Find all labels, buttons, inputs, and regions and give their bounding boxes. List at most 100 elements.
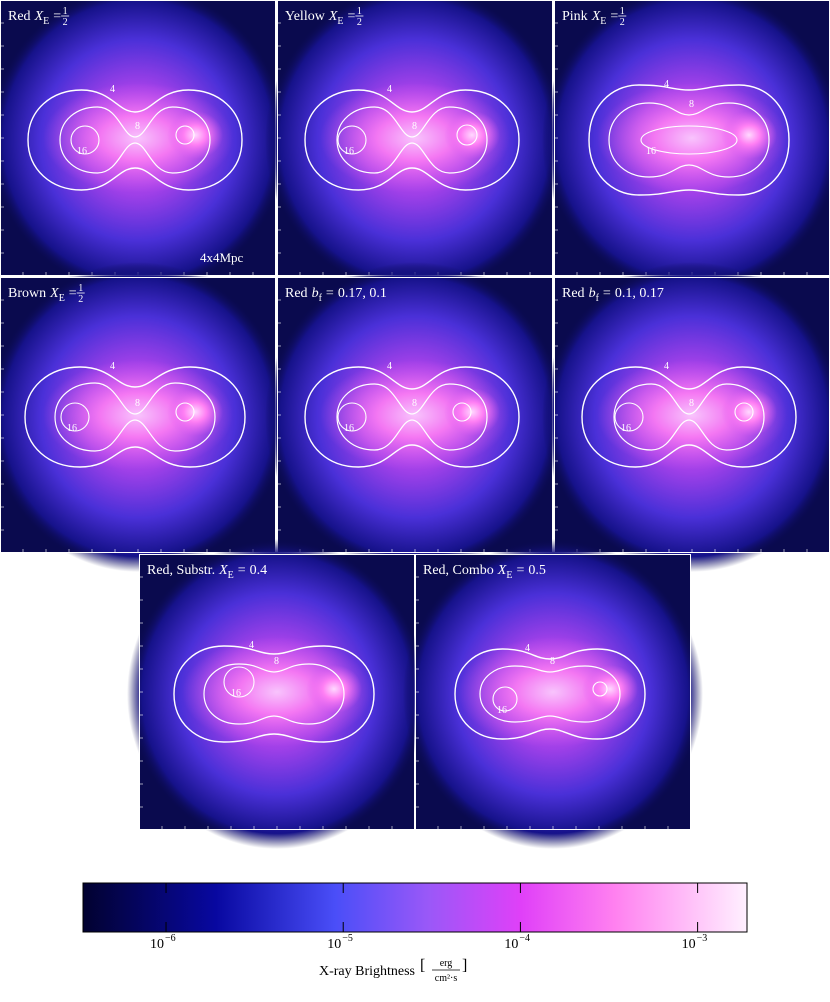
- contour-label: 16: [344, 423, 354, 434]
- contour: [59, 106, 211, 174]
- contour-label: 16: [497, 705, 507, 716]
- title-part: =: [603, 286, 611, 301]
- title-part: =: [347, 9, 355, 24]
- fraction-num: 1: [63, 6, 68, 17]
- title-part: X: [49, 286, 59, 301]
- panel: 4 8 16 Brown XE = 12: [0, 262, 288, 572]
- fraction-den: 2: [63, 17, 68, 28]
- title-part: Brown: [8, 286, 46, 301]
- colorbar-tick-exponent: −4: [519, 933, 530, 944]
- contour-label: 16: [67, 423, 77, 434]
- emission-core: [597, 83, 787, 193]
- bracket: ]: [462, 957, 467, 974]
- contour: [337, 402, 367, 432]
- title-part: Pink: [562, 9, 588, 24]
- contour: [175, 402, 195, 422]
- contour: [60, 402, 90, 432]
- contour-label: 8: [550, 656, 555, 667]
- contour-label: 16: [344, 146, 354, 157]
- contour-label: 4: [525, 643, 530, 654]
- title-part: Yellow: [285, 9, 326, 24]
- contour-label: 4: [249, 640, 254, 651]
- emission-core: [721, 388, 777, 436]
- fraction-num: 1: [78, 283, 83, 294]
- contour: [203, 663, 345, 725]
- contour: [336, 106, 488, 174]
- contour: [175, 125, 195, 145]
- colorbar-tick-label: 10: [327, 937, 341, 952]
- panel-frame: [415, 554, 691, 830]
- fraction-num: 1: [357, 6, 362, 17]
- emission-core: [582, 665, 638, 713]
- colorbar-label: X-ray Brightness: [319, 964, 415, 979]
- contour: [608, 102, 770, 178]
- emission-core: [320, 360, 510, 470]
- title-part: b: [589, 286, 596, 301]
- title-part: X: [328, 9, 338, 24]
- panel: 4 8 16 Pink XE = 12: [542, 0, 830, 295]
- title-part: f: [319, 293, 323, 304]
- title-part: E: [228, 570, 234, 581]
- contour: [304, 89, 520, 191]
- emission-core: [43, 83, 233, 193]
- emission-core: [444, 111, 500, 159]
- emission-core: [444, 388, 500, 436]
- contour-label: 4: [110, 84, 115, 95]
- scale-label: 4x4Mpc: [200, 250, 244, 265]
- contour: [173, 645, 375, 743]
- title-part: E: [337, 16, 343, 27]
- contour: [492, 686, 518, 712]
- contour: [24, 366, 246, 468]
- title-part: Red, Substr.: [147, 563, 215, 578]
- panel: 4 8 16 Red bf = 0.1, 0.17: [542, 262, 830, 572]
- contour-label: 8: [689, 99, 694, 110]
- title-part: 0.1, 0.17: [615, 286, 664, 301]
- colorbar-tick-exponent: −6: [165, 933, 176, 944]
- contour-label: 4: [664, 79, 669, 90]
- title-part: Red, Combo: [423, 563, 494, 578]
- contour: [456, 124, 478, 146]
- fraction-num: 1: [620, 6, 625, 17]
- contour: [336, 383, 488, 451]
- panel-title: Red XE =: [8, 9, 61, 27]
- panel-title: Yellow XE =: [285, 9, 355, 27]
- title-part: b: [312, 286, 319, 301]
- emission-core: [167, 111, 223, 159]
- contour-label: 8: [412, 121, 417, 132]
- contour-label: 4: [664, 361, 669, 372]
- contour: [581, 366, 797, 468]
- contour: [454, 648, 646, 740]
- panel: 4 8 16 Red bf = 0.17, 0.1: [265, 262, 565, 572]
- contour: [479, 665, 621, 723]
- title-part: X: [218, 563, 228, 578]
- contour: [640, 125, 738, 155]
- fraction-den: 2: [620, 17, 625, 28]
- title-part: =: [238, 563, 246, 578]
- emission-core: [597, 360, 787, 470]
- title-part: E: [59, 293, 65, 304]
- title-part: E: [43, 16, 49, 27]
- title-part: f: [596, 293, 600, 304]
- contour: [304, 366, 520, 468]
- contour: [613, 383, 765, 451]
- contour-label: 16: [646, 146, 656, 157]
- panel: 4 8 16 Red, Combo XE = 0.5: [403, 539, 703, 849]
- title-part: Red: [562, 286, 585, 301]
- contour-label: 8: [412, 398, 417, 409]
- title-part: Red: [8, 9, 31, 24]
- emission-core: [167, 388, 223, 436]
- panel-title: Red, Substr. XE = 0.4: [147, 563, 267, 581]
- title-part: 0.5: [528, 563, 546, 578]
- title-part: X: [34, 9, 44, 24]
- contour-label: 8: [274, 656, 279, 667]
- title-part: 0.17, 0.1: [338, 286, 387, 301]
- unit-denominator: cm²·s: [435, 973, 458, 984]
- contour: [27, 89, 243, 191]
- contour: [70, 125, 100, 155]
- contour-label: 4: [387, 84, 392, 95]
- title-part: =: [326, 286, 334, 301]
- colorbar: [82, 882, 748, 933]
- title-part: =: [516, 563, 524, 578]
- panel-title: Pink XE =: [562, 9, 618, 27]
